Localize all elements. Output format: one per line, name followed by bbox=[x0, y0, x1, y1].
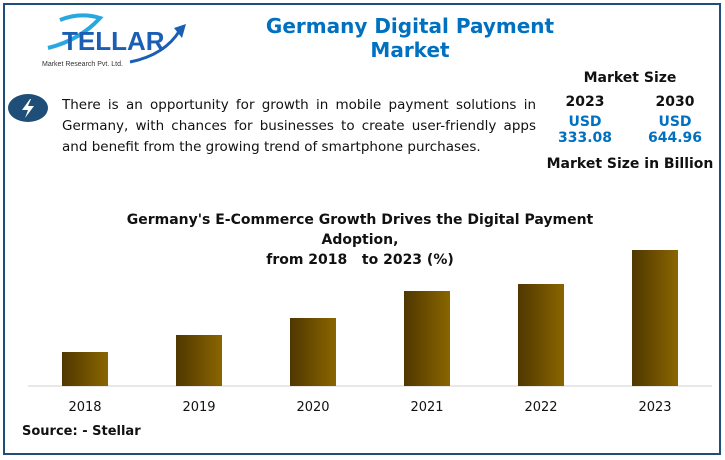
page-title: Germany Digital Payment Market bbox=[265, 14, 555, 62]
summary-text: There is an opportunity for growth in mo… bbox=[62, 97, 536, 155]
svg-text:Market Research Pvt. Ltd.: Market Research Pvt. Ltd. bbox=[42, 61, 123, 68]
market-size-unit: Market Size in Billion bbox=[546, 156, 714, 172]
bar-2022 bbox=[518, 284, 564, 386]
chart-title: Germany's E-Commerce Growth Drives the D… bbox=[100, 210, 620, 270]
market-size-panel: Market Size 2023 2030 USD 333.08 USD 644.9… bbox=[540, 70, 720, 172]
stellar-logo: TELLAR Market Research Pvt. Ltd. bbox=[42, 13, 186, 68]
frame bbox=[3, 3, 721, 455]
bar-2019 bbox=[176, 335, 222, 386]
bar-2021 bbox=[404, 291, 450, 386]
x-tick-label: 2018 bbox=[68, 400, 101, 415]
year-2030: 2030 bbox=[655, 94, 695, 110]
source-note: Source: - Stellar bbox=[22, 424, 141, 439]
x-tick-label: 2020 bbox=[296, 400, 329, 415]
value-2023: USD 333.08 bbox=[557, 114, 613, 146]
x-tick-label: 2023 bbox=[638, 400, 671, 415]
value-2030: USD 644.96 bbox=[647, 114, 703, 146]
chart-title-line2: from 2018 to 2023 (%) bbox=[266, 252, 454, 268]
year-2023: 2023 bbox=[565, 94, 605, 110]
bar-2020 bbox=[290, 318, 336, 386]
chart-title-line1: Germany's E-Commerce Growth Drives the D… bbox=[126, 212, 594, 248]
lightning-bolt-icon bbox=[8, 94, 48, 122]
bar-2018 bbox=[62, 352, 108, 386]
market-size-heading: Market Size bbox=[583, 70, 677, 86]
svg-text:TELLAR: TELLAR bbox=[62, 26, 165, 56]
x-tick-label: 2019 bbox=[182, 400, 215, 415]
x-tick-label: 2022 bbox=[524, 400, 557, 415]
x-tick-label: 2021 bbox=[410, 400, 443, 415]
bar-2023 bbox=[632, 250, 678, 386]
